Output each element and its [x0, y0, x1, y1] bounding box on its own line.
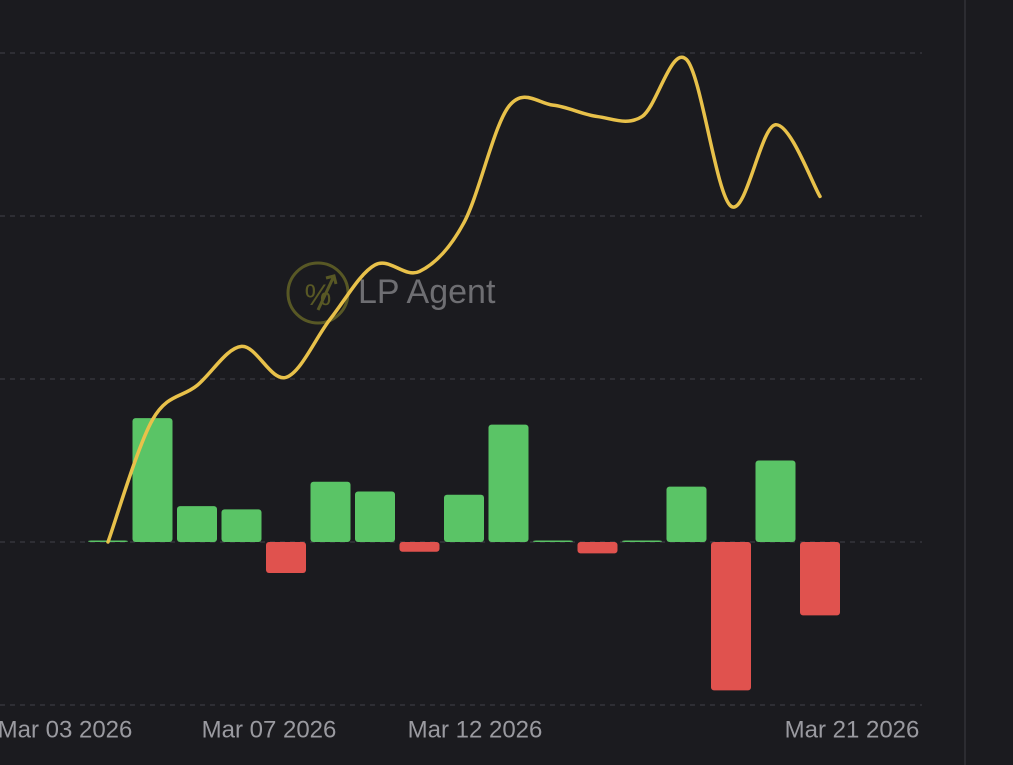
x-tick-label: Mar 12 2026 — [408, 716, 543, 743]
watermark: LP Agent — [358, 273, 496, 311]
watermark-icon: % — [286, 261, 350, 325]
x-tick-label: Mar 07 2026 — [202, 716, 337, 743]
bar — [310, 481, 351, 542]
bar — [355, 491, 395, 542]
bar — [132, 418, 173, 542]
bar — [800, 542, 840, 616]
bar — [177, 506, 217, 542]
bar — [666, 486, 707, 542]
x-tick-label: Mar 03 2026 — [0, 716, 132, 743]
line — [106, 55, 822, 544]
bar — [488, 424, 529, 542]
bar — [533, 540, 573, 542]
x-tick-label: Mar 21 2026 — [785, 716, 920, 743]
bar — [577, 542, 618, 554]
bar — [755, 460, 796, 542]
svg-text:%: % — [305, 279, 332, 312]
bar — [711, 542, 751, 691]
bar — [622, 540, 662, 542]
bar — [399, 542, 440, 552]
bar — [444, 494, 484, 542]
bar — [221, 509, 262, 542]
bar — [266, 542, 306, 573]
